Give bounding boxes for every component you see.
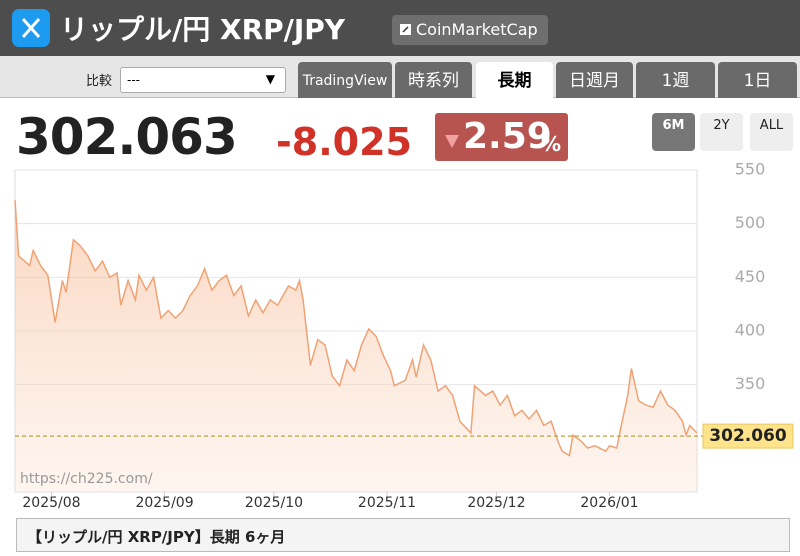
x-icon[interactable] — [12, 9, 52, 49]
change-pct: 2.59 — [463, 116, 552, 157]
link-icon — [400, 24, 411, 35]
select-arrow: ▼ — [265, 72, 275, 86]
x-tick-label: 2025/08 — [22, 495, 80, 511]
select-text: --- — [127, 73, 140, 87]
price: 302.063 — [16, 108, 238, 166]
pct-unit: % — [541, 132, 562, 156]
coinmarketcap-button[interactable]: CoinMarketCap — [392, 15, 548, 45]
title: リップル/円 XRP/JPY — [60, 13, 346, 46]
range-button[interactable]: ALL — [750, 113, 793, 151]
price-change: -8.025 — [276, 120, 412, 164]
tab[interactable]: 1日 — [718, 62, 797, 98]
y-tick-label: 500 — [735, 213, 766, 232]
area — [15, 200, 697, 492]
x-tick-label: 2025/09 — [135, 495, 193, 511]
tab[interactable]: 日週月 — [556, 62, 633, 98]
tab[interactable]: 時系列 — [395, 62, 472, 98]
y-tick-label: 400 — [735, 321, 766, 340]
watermark: https://ch225.com/ — [20, 471, 153, 487]
range-button[interactable]: 6M — [652, 113, 695, 151]
x-tick-label: 2026/01 — [580, 495, 638, 511]
range-button[interactable]: 2Y — [700, 113, 743, 151]
reference-label-box — [702, 423, 794, 449]
y-tick-label: 450 — [735, 267, 766, 286]
change-badge: 2.59 % — [435, 113, 568, 161]
x-tick-label: 2025/10 — [245, 495, 303, 511]
compare-select[interactable]: --- ▼ — [120, 67, 286, 93]
compare-label: 比較 — [86, 74, 113, 89]
tab[interactable]: 1週 — [636, 62, 715, 98]
x-tick-label: 2025/12 — [467, 495, 525, 511]
footer: 【リップル/円 XRP/JPY】長期 6ヶ月 — [16, 518, 790, 552]
tab[interactable]: 長期 — [476, 62, 553, 98]
y-tick-label: 350 — [735, 374, 766, 393]
y-tick-label: 550 — [735, 160, 766, 179]
reference-label: 302.060 — [709, 426, 787, 446]
price-line — [14, 200, 698, 457]
x-tick-label: 2025/11 — [358, 495, 416, 511]
tab[interactable]: TradingView — [298, 62, 392, 98]
down-arrow — [445, 135, 459, 148]
